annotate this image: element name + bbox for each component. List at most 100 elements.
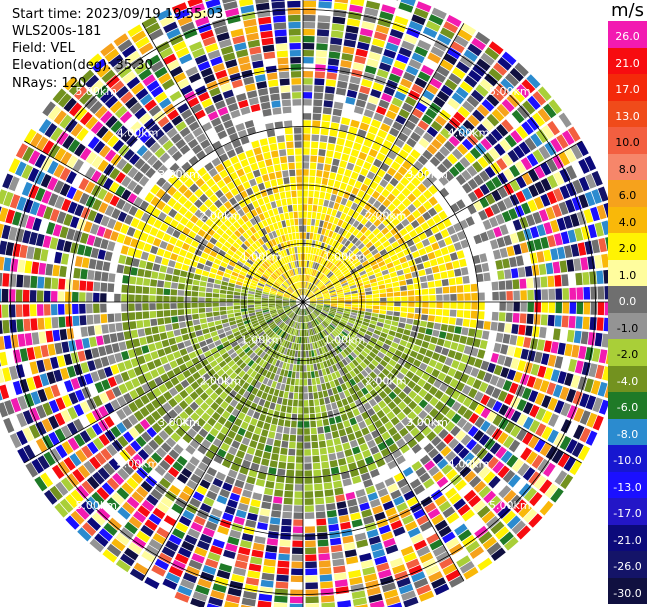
velocity-gate [58, 93, 72, 108]
velocity-gate [382, 218, 391, 227]
velocity-gate [561, 274, 569, 287]
velocity-gate [210, 184, 220, 193]
velocity-gate [369, 260, 378, 267]
velocity-gate [295, 463, 303, 470]
velocity-gate [373, 209, 382, 218]
velocity-gate [475, 329, 483, 339]
velocity-gate [345, 25, 359, 34]
velocity-gate [405, 558, 420, 570]
velocity-gate [434, 495, 447, 507]
velocity-gate [191, 302, 198, 308]
velocity-gate [383, 377, 392, 386]
velocity-gate [479, 170, 490, 182]
velocity-gate [250, 556, 263, 565]
velocity-gate [261, 304, 269, 307]
velocity-gate [406, 318, 414, 325]
velocity-gate [330, 194, 337, 202]
velocity-gate [275, 270, 281, 276]
velocity-gate [266, 217, 273, 225]
velocity-gate [289, 363, 294, 371]
velocity-gate [513, 371, 523, 383]
velocity-gate [401, 590, 416, 601]
velocity-gate [539, 380, 550, 393]
velocity-gate [394, 15, 409, 26]
velocity-gate [486, 410, 497, 423]
velocity-gate [592, 415, 604, 431]
velocity-gate [323, 425, 331, 433]
velocity-gate [432, 71, 446, 83]
velocity-gate [442, 506, 456, 518]
velocity-gate [226, 294, 234, 299]
velocity-gate [240, 305, 248, 309]
velocity-gate [434, 315, 442, 323]
velocity-gate [295, 470, 303, 477]
velocity-gate [351, 290, 358, 294]
velocity-gate [294, 283, 298, 290]
velocity-gate [365, 330, 373, 337]
velocity-gate [359, 443, 369, 452]
velocity-gate [282, 273, 288, 280]
velocity-gate [312, 233, 317, 241]
velocity-gate [258, 398, 266, 407]
velocity-gate [371, 313, 379, 318]
velocity-gate [470, 347, 479, 357]
velocity-gate [579, 410, 591, 425]
velocity-gate [229, 279, 236, 284]
velocity-gate [476, 58, 491, 72]
velocity-gate [313, 327, 317, 334]
velocity-gate [146, 54, 161, 67]
velocity-gate [342, 366, 349, 374]
velocity-gate [466, 439, 477, 451]
velocity-gate [269, 349, 275, 357]
velocity-gate [289, 349, 293, 357]
velocity-gate [585, 430, 598, 446]
velocity-gate [160, 496, 173, 508]
velocity-gate [318, 265, 324, 272]
velocity-gate [368, 363, 376, 371]
velocity-gate [250, 265, 258, 272]
velocity-gate [314, 310, 320, 315]
velocity-gate [558, 151, 571, 166]
velocity-gate [305, 547, 317, 554]
velocity-gate [570, 213, 580, 227]
velocity-gate [52, 88, 67, 104]
velocity-gate [258, 593, 273, 602]
velocity-gate [342, 248, 350, 255]
velocity-gate [117, 507, 131, 520]
velocity-gate [72, 159, 84, 173]
velocity-gate [308, 268, 312, 275]
velocity-gate [323, 294, 330, 298]
velocity-gate [289, 603, 303, 607]
velocity-gate [184, 534, 198, 546]
velocity-gate [193, 515, 206, 526]
velocity-gate [345, 223, 352, 231]
velocity-gate [385, 544, 399, 555]
velocity-gate [326, 359, 332, 367]
velocity-gate [214, 532, 228, 542]
velocity-gate [254, 240, 262, 248]
velocity-gate [486, 229, 496, 240]
velocity-gate [308, 350, 312, 358]
velocity-gate [306, 315, 309, 322]
velocity-gate [359, 257, 367, 264]
velocity-gate [104, 149, 117, 162]
velocity-gate [40, 249, 49, 262]
velocity-gate [535, 407, 547, 421]
velocity-gate [274, 595, 288, 603]
velocity-gate [217, 525, 230, 535]
velocity-gate [376, 256, 384, 264]
velocity-gate [148, 105, 161, 117]
velocity-gate [242, 489, 253, 498]
velocity-gate [330, 424, 338, 432]
velocity-gate [220, 400, 229, 410]
velocity-gate [211, 373, 220, 382]
velocity-gate [117, 211, 128, 223]
velocity-gate [580, 257, 589, 271]
velocity-gate [121, 312, 129, 321]
velocity-gate [220, 310, 227, 316]
velocity-gate [234, 367, 242, 375]
velocity-gate [116, 198, 126, 210]
velocity-gate [51, 317, 59, 329]
velocity-gate [534, 351, 543, 364]
velocity-gate [416, 421, 427, 431]
